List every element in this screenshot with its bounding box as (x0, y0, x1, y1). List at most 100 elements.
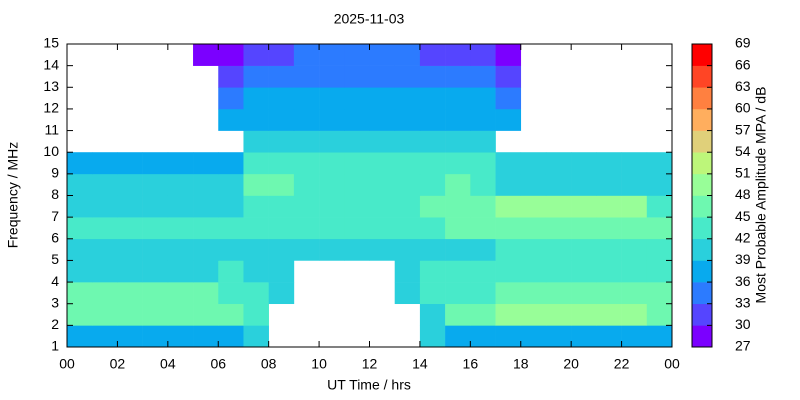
heat-cell (344, 44, 370, 66)
heat-cell (545, 325, 572, 348)
heat-cell (646, 282, 673, 305)
heat-cell (142, 173, 169, 196)
heat-cell (571, 282, 597, 305)
colorbar-cell (692, 152, 712, 175)
heat-cell (495, 325, 522, 348)
heat-cell (193, 217, 219, 240)
heat-cell (495, 173, 522, 196)
heat-cell (67, 325, 93, 348)
heat-cell (495, 282, 522, 305)
heat-cell (167, 282, 194, 305)
colorbar-cell (692, 173, 712, 196)
colorbar-tick-label: 51 (735, 165, 751, 181)
heat-cell (445, 195, 471, 218)
heat-cell (571, 303, 597, 326)
heat-cell (293, 44, 320, 66)
heat-cell (268, 130, 295, 153)
colorbar-tick-label: 30 (735, 316, 751, 332)
heat-cell (268, 260, 295, 283)
heat-cell (394, 87, 421, 110)
y-tick-label: 13 (43, 78, 59, 94)
colorbar-tick-label: 69 (735, 35, 751, 51)
heat-cell (243, 303, 269, 326)
heat-cell (293, 195, 320, 218)
heat-cell (470, 260, 496, 283)
heat-cell (67, 152, 93, 175)
colorbar-cell (692, 325, 712, 348)
heat-cell (67, 195, 93, 218)
heat-cell (293, 87, 320, 110)
heat-cell (445, 87, 471, 110)
heat-cell (167, 152, 194, 175)
heat-cell (293, 173, 320, 196)
heat-cell (394, 217, 421, 240)
heat-cell (445, 303, 471, 326)
heat-cell (470, 152, 496, 175)
heat-cell (419, 217, 446, 240)
heat-cell (193, 260, 219, 283)
y-tick-label: 14 (43, 56, 59, 72)
colorbar-cell (692, 195, 712, 218)
heat-cell (646, 195, 673, 218)
x-tick-label: 16 (463, 356, 479, 372)
heat-cell (369, 130, 396, 153)
heat-cell (218, 65, 244, 88)
x-tick-label: 08 (261, 356, 277, 372)
colorbar-cell (692, 303, 712, 326)
colorbar-tick-label: 33 (735, 294, 751, 310)
heat-cell (621, 282, 648, 305)
heat-cell (445, 65, 471, 88)
heat-cell (520, 238, 547, 261)
heat-cell (646, 152, 673, 175)
heat-cell (545, 238, 572, 261)
heat-cell (92, 195, 118, 218)
heat-cell (470, 44, 496, 66)
heat-cell (495, 303, 522, 326)
heat-cell (167, 238, 194, 261)
heat-cell (193, 44, 219, 66)
heat-cell (293, 217, 320, 240)
heat-cell (419, 260, 446, 283)
heat-cell (596, 260, 622, 283)
heat-cell (243, 44, 269, 66)
heat-cell (218, 238, 244, 261)
heat-cell (142, 282, 169, 305)
heat-cell (596, 325, 622, 348)
heat-cell (419, 173, 446, 196)
x-tick-label: 22 (614, 356, 630, 372)
colorbar-tick-label: 54 (735, 143, 751, 159)
colorbar-cell (692, 87, 712, 110)
heat-cell (445, 325, 471, 348)
heat-cell (243, 108, 269, 131)
heat-cell (470, 65, 496, 88)
heat-cell (596, 238, 622, 261)
heat-cell (470, 108, 496, 131)
heat-cell (545, 260, 572, 283)
colorbar-cell (692, 282, 712, 305)
heat-cell (596, 173, 622, 196)
heat-cell (243, 217, 269, 240)
heat-cell (419, 195, 446, 218)
y-tick-label: 2 (51, 316, 59, 332)
colorbar-cell (692, 217, 712, 240)
heat-cell (394, 282, 421, 305)
heat-cell (218, 217, 244, 240)
heat-cell (520, 260, 547, 283)
heat-cell (218, 173, 244, 196)
heat-cell (67, 217, 93, 240)
heat-cell (520, 173, 547, 196)
heat-cell (571, 152, 597, 175)
heat-cell (218, 325, 244, 348)
heat-cell (293, 238, 320, 261)
heat-cell (621, 217, 648, 240)
x-tick-label: 04 (160, 356, 176, 372)
heat-cell (369, 195, 396, 218)
heat-cell (218, 195, 244, 218)
heat-cell (545, 152, 572, 175)
heat-cell (193, 238, 219, 261)
heat-cell (218, 303, 244, 326)
heat-cell (117, 238, 143, 261)
heat-cell (621, 173, 648, 196)
heat-cell (67, 238, 93, 261)
heat-cell (394, 65, 421, 88)
